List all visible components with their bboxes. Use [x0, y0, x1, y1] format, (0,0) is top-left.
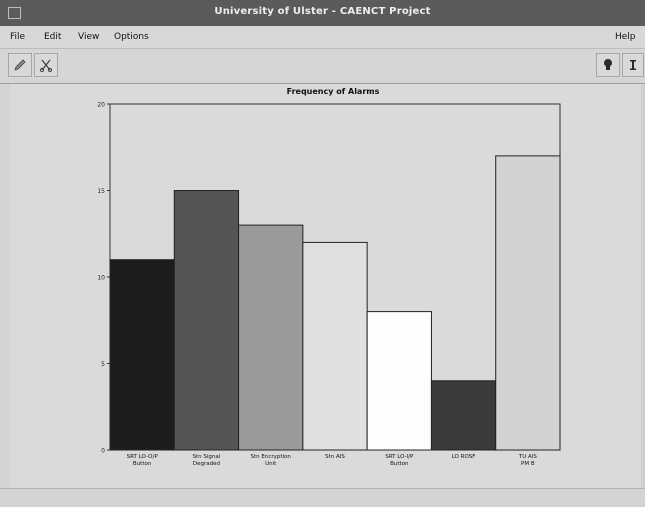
menu-help[interactable]: Help — [615, 32, 636, 42]
bar — [302, 241, 368, 451]
x-tick-label: Stn Encryption Unit — [251, 454, 292, 467]
y-tick-label: 15 — [97, 188, 105, 195]
info-icon — [630, 60, 636, 70]
y-axis: 0 5 10 15 20 — [97, 102, 110, 455]
y-tick-label: 20 — [97, 102, 105, 109]
bar-chart: Frequency of Alarms 0 5 10 15 20 SRT LO-O/P B… — [97, 87, 561, 467]
menu-edit[interactable]: Edit — [44, 32, 62, 42]
scissors-icon — [39, 59, 53, 73]
x-tick-label: Stn AIS — [325, 454, 345, 460]
y-tick-label: 10 — [97, 275, 105, 282]
title-bar[interactable]: University of Ulster - CAENCT Project — [0, 0, 645, 26]
help-tool-button[interactable] — [596, 53, 620, 77]
window-title: University of Ulster - CAENCT Project — [214, 6, 431, 17]
x-tick-label: SRT LO-I/P Button — [385, 454, 414, 467]
bar — [366, 311, 432, 451]
y-tick-label: 0 — [101, 448, 105, 455]
info-tool-button[interactable] — [622, 53, 644, 77]
x-axis-labels: SRT LO-O/P Button Stn Signal Degraded Stn En… — [127, 454, 538, 467]
menu-options[interactable]: Options — [114, 32, 149, 42]
lightbulb-icon — [604, 59, 612, 70]
bar — [430, 380, 497, 451]
scissors-tool-button[interactable] — [34, 53, 58, 77]
x-tick-label: SRT LO-O/P Button — [127, 454, 159, 467]
menu-file[interactable]: File — [10, 32, 26, 42]
x-tick-label: LO ROSF — [452, 454, 476, 460]
bar — [495, 155, 561, 451]
pencil-tool-button[interactable] — [8, 53, 32, 77]
chart-title: Frequency of Alarms — [287, 87, 380, 96]
bar-series — [109, 155, 561, 451]
bar — [238, 224, 304, 451]
x-tick-label: Stn Signal Degraded — [193, 454, 221, 467]
pencil-icon — [14, 59, 26, 71]
status-bar — [0, 488, 645, 507]
y-tick-label: 5 — [101, 361, 105, 368]
chart-panel: Frequency of Alarms 0 5 10 15 20 SRT LO-O/P B… — [10, 84, 641, 488]
menu-view[interactable]: View — [78, 32, 100, 42]
bar — [173, 190, 240, 451]
x-tick-label: TU AIS PM B — [518, 454, 538, 467]
menu-bar: File Edit View Options Help — [0, 26, 645, 49]
window-menu-icon[interactable] — [8, 7, 21, 19]
toolbar — [0, 49, 645, 84]
bar — [109, 259, 175, 451]
window-border — [641, 84, 645, 488]
